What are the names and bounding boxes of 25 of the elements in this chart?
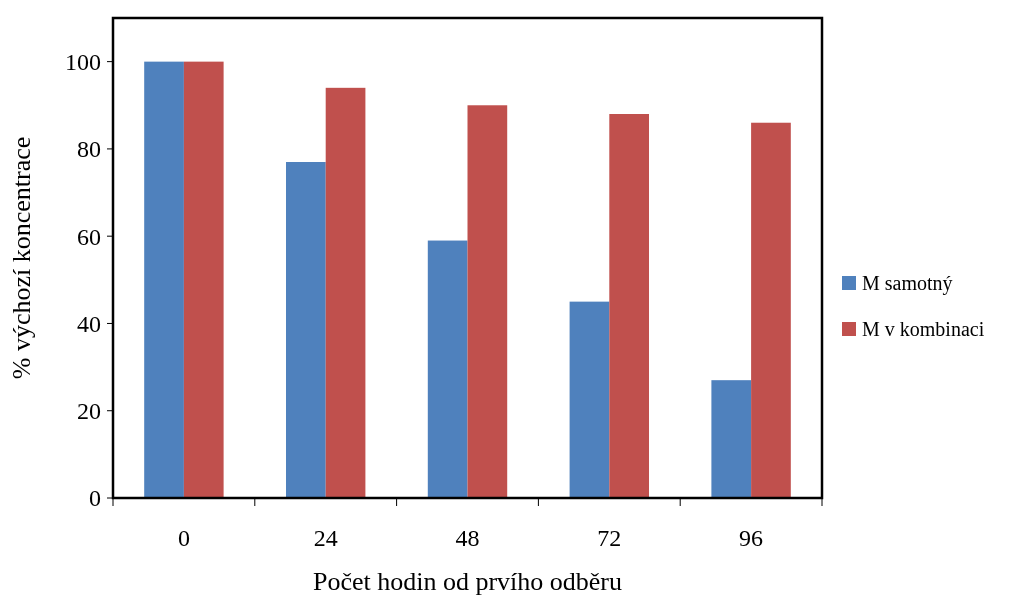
x-tick-label: 48 xyxy=(455,525,480,551)
y-tick-label: 60 xyxy=(77,223,101,250)
y-tick-label: 20 xyxy=(77,398,101,425)
y-axis-title: % výchozí koncentrace xyxy=(7,136,36,380)
y-tick-label: 80 xyxy=(77,136,101,163)
y-tick-label: 40 xyxy=(77,310,101,337)
bar xyxy=(569,301,610,498)
bar xyxy=(286,162,326,498)
y-tick-label: 100 xyxy=(65,49,101,76)
x-tick-label: 0 xyxy=(177,525,190,551)
y-tick-label: 0 xyxy=(89,485,101,512)
x-tick-label: 24 xyxy=(313,525,338,551)
bar xyxy=(751,122,791,498)
bar xyxy=(183,61,224,498)
bar xyxy=(609,114,649,498)
legend-label: M v kombinaci xyxy=(862,318,985,340)
x-tick-label: 72 xyxy=(597,525,622,551)
bar xyxy=(427,240,468,498)
bar xyxy=(711,380,752,498)
bar xyxy=(325,87,366,498)
x-axis-title: Počet hodin od prvího odběru xyxy=(312,567,623,596)
bar xyxy=(467,105,508,498)
bar xyxy=(144,61,184,498)
x-tick-label: 96 xyxy=(739,525,764,551)
legend-label: M samotný xyxy=(862,272,953,295)
